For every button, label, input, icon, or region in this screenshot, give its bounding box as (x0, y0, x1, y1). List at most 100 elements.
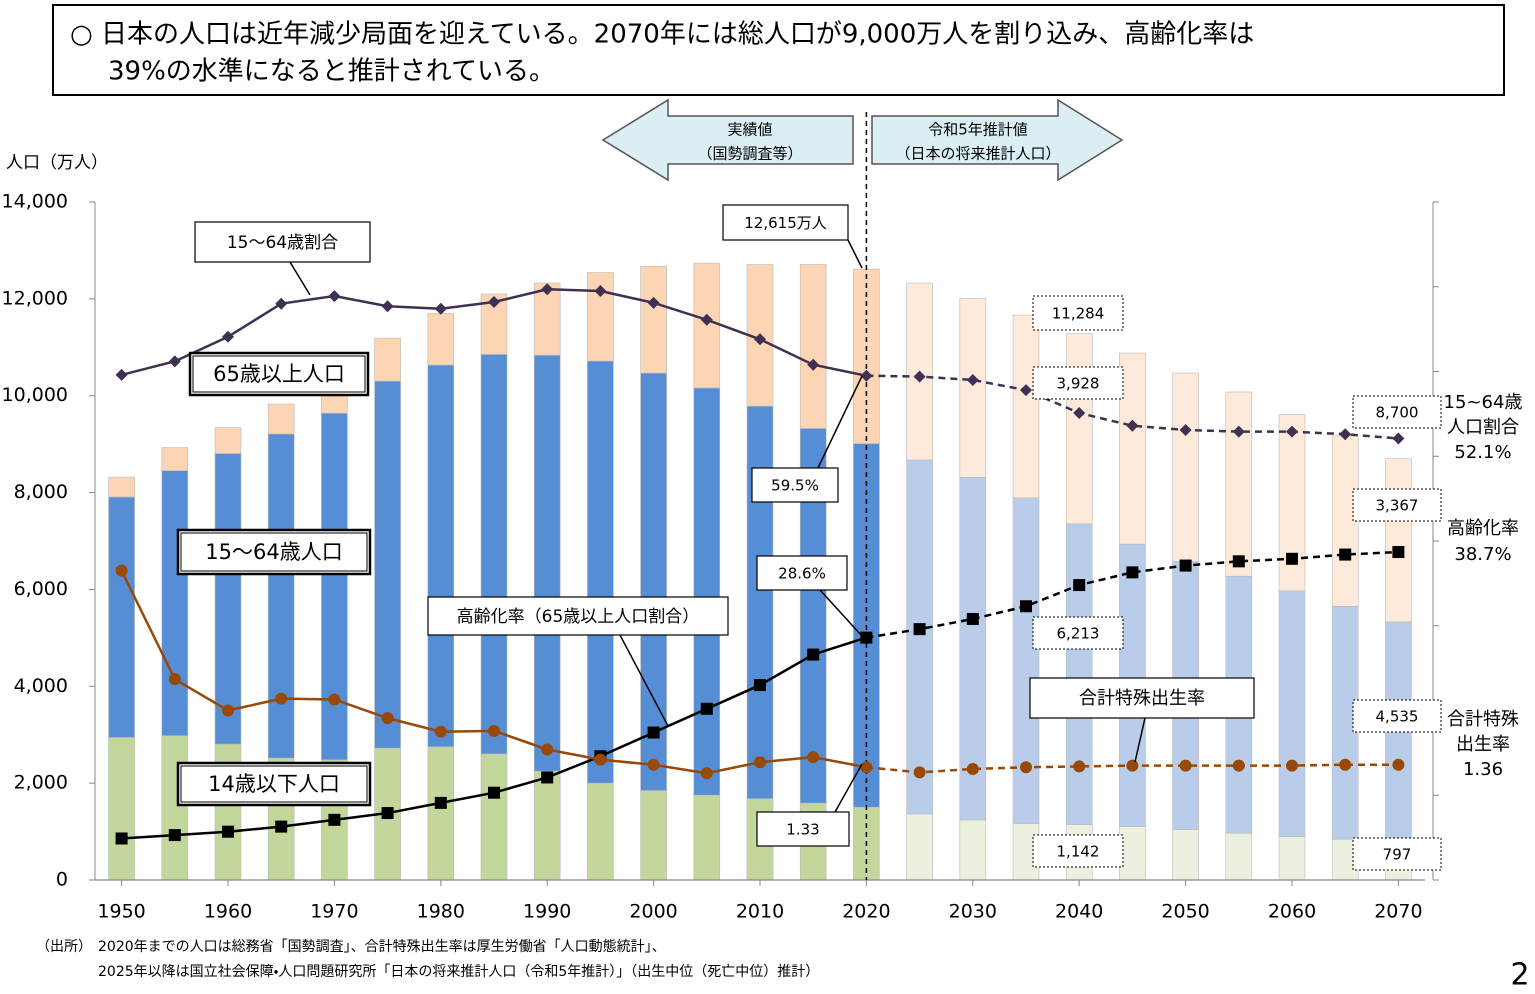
right-label: 合計特殊 (1447, 709, 1519, 730)
marker (275, 820, 288, 833)
bar-segment (161, 447, 189, 471)
marker (1126, 759, 1139, 772)
y-tick-label: 6,000 (14, 578, 68, 600)
series-label: 15～64歳割合 (227, 233, 338, 253)
label-box (756, 555, 848, 591)
bar-segment (267, 403, 295, 435)
label-box (1352, 699, 1442, 733)
marker (860, 631, 873, 644)
marker (541, 283, 554, 296)
label-box-inner (192, 355, 366, 393)
marker (754, 333, 766, 346)
x-tick-label: 2010 (736, 901, 784, 923)
marker (1073, 407, 1086, 420)
marker (700, 702, 713, 715)
x-tick-label: 2000 (629, 901, 677, 923)
marker (115, 832, 128, 845)
x-tick-label: 2020 (842, 901, 890, 923)
x-tick-label: 2030 (949, 901, 997, 923)
marker (434, 796, 447, 809)
marker (488, 724, 500, 737)
marker (700, 313, 713, 326)
bar-segment (1172, 829, 1199, 881)
leader-line (817, 375, 863, 469)
marker (115, 368, 128, 381)
bar-segment (427, 364, 455, 748)
leader-line (1134, 717, 1146, 763)
header-line: 39%の水準になると推計されている。 (108, 57, 555, 87)
marker (807, 751, 820, 764)
data-label: 59.5% (771, 477, 819, 495)
label-box (194, 221, 371, 263)
marker (328, 693, 341, 706)
label-box (176, 761, 372, 807)
leader-line (619, 634, 669, 727)
bar-segment (161, 470, 189, 736)
marker (1179, 559, 1192, 572)
marker (647, 296, 660, 309)
bar-segment (906, 813, 933, 881)
marker (434, 725, 447, 738)
marker (1020, 600, 1032, 613)
marker (754, 756, 766, 769)
x-tick-label: 1960 (204, 901, 252, 923)
x-tick-label: 2040 (1055, 901, 1103, 923)
bar-segment (906, 459, 933, 815)
data-label: 1.36 (1463, 759, 1503, 780)
phase-label: （国勢調査等） (697, 145, 802, 163)
bar-segment (108, 496, 135, 738)
marker (594, 753, 607, 766)
bar-segment (853, 806, 880, 881)
label-box (722, 204, 849, 241)
marker (168, 673, 181, 686)
marker (168, 829, 181, 842)
right-label: 15~64歳 (1444, 392, 1523, 413)
marker (381, 712, 394, 725)
x-tick-label: 2050 (1161, 901, 1209, 923)
label-box (1032, 834, 1124, 868)
header-box (52, 4, 1505, 96)
y-tick-label: 10,000 (2, 384, 68, 406)
marker (328, 290, 341, 303)
marker (700, 767, 713, 780)
source-text: 2020年までの人口は総務省「国勢調査」、合計特殊出生率は厚生労働省「人口動態統… (98, 939, 666, 955)
data-label: 6,213 (1057, 625, 1100, 643)
marker (807, 648, 820, 661)
marker (1339, 758, 1352, 771)
label-box (751, 467, 839, 503)
data-label: 3,928 (1057, 375, 1100, 393)
marker (168, 355, 181, 368)
marker (1020, 384, 1032, 397)
x-tick-label: 1950 (97, 901, 145, 923)
label-box (176, 528, 372, 576)
data-label: 1.33 (786, 821, 819, 839)
bar-segment (959, 819, 987, 881)
label-box-inner (180, 765, 368, 803)
bar-segment (1278, 836, 1306, 881)
bar-segment (640, 372, 667, 791)
marker (1392, 758, 1405, 771)
right-label: 人口割合 (1447, 417, 1519, 438)
marker (647, 758, 660, 771)
x-tick-label: 2070 (1374, 901, 1422, 923)
annotation: 11,284 (1052, 305, 1105, 323)
series-label: 合計特殊出生率 (1079, 688, 1205, 709)
label-box (1032, 616, 1124, 650)
bar-segment (480, 753, 508, 881)
label-box (756, 811, 850, 847)
bar-segment (427, 746, 455, 881)
marker (541, 771, 554, 784)
phase-label: 実績値 (727, 121, 772, 139)
bar-segment (161, 735, 189, 881)
marker (381, 300, 394, 313)
bar-segment (1331, 435, 1359, 607)
right-label: 高齢化率 (1447, 518, 1519, 539)
bar-segment (693, 794, 721, 881)
marker (860, 761, 873, 774)
bar-segment (1119, 826, 1146, 881)
bar-segment (799, 264, 827, 429)
marker (647, 726, 660, 739)
marker (541, 743, 554, 756)
data-label: 3,367 (1376, 497, 1419, 515)
marker (434, 302, 447, 315)
